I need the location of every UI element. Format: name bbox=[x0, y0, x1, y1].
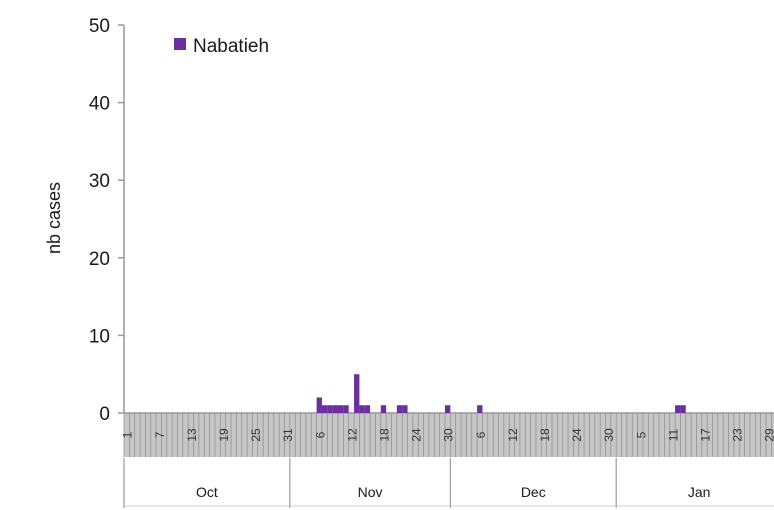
month-axis: Oct Nov Dec Jan bbox=[123, 458, 774, 508]
bar bbox=[364, 405, 371, 413]
x-tick-label: 5 bbox=[634, 431, 648, 438]
x-tick-label: 30 bbox=[602, 428, 616, 442]
bar bbox=[332, 405, 338, 413]
y-tick-label: 40 bbox=[89, 94, 110, 115]
y-tick-label: 50 bbox=[89, 16, 110, 37]
x-tick-label: 6 bbox=[474, 431, 488, 438]
x-tick-label: 29 bbox=[763, 428, 774, 442]
bar bbox=[359, 405, 365, 413]
x-tick-label: 25 bbox=[249, 428, 263, 442]
x-axis: 1 7 13 19 25 31 6 12 18 24 30 6 12 18 24 30 5 11 17 23 29 bbox=[121, 428, 774, 442]
bar bbox=[396, 405, 403, 413]
y-axis-label: nb cases bbox=[44, 182, 64, 254]
x-tick-label: 23 bbox=[731, 428, 745, 442]
y-tick-label: 30 bbox=[89, 171, 110, 192]
y-axis: 0 10 20 30 40 50 bbox=[89, 16, 125, 425]
x-tick-label: 13 bbox=[185, 428, 199, 442]
y-tick-label: 0 bbox=[99, 404, 110, 425]
bar bbox=[445, 405, 451, 413]
bar bbox=[680, 405, 686, 413]
bar bbox=[675, 405, 681, 413]
x-tick-label: 24 bbox=[570, 428, 584, 442]
x-tick-label: 31 bbox=[281, 428, 295, 442]
y-tick-label: 10 bbox=[89, 326, 110, 347]
legend: Nabatieh bbox=[174, 36, 269, 57]
x-tick-label: 6 bbox=[313, 431, 327, 438]
legend-label-nabatieh: Nabatieh bbox=[193, 36, 269, 57]
x-tick-label: 7 bbox=[153, 431, 167, 438]
legend-swatch-nabatieh bbox=[174, 38, 186, 50]
month-label: Dec bbox=[521, 484, 546, 500]
bar bbox=[338, 405, 344, 413]
x-tick-label: 30 bbox=[442, 428, 456, 442]
x-tick-label: 12 bbox=[345, 428, 359, 442]
x-tick-label: 19 bbox=[217, 428, 231, 442]
month-label: Nov bbox=[358, 484, 383, 500]
bar bbox=[402, 405, 408, 413]
bar bbox=[343, 405, 349, 413]
month-label: Jan bbox=[688, 484, 711, 500]
bar bbox=[321, 405, 328, 413]
bar bbox=[316, 397, 322, 413]
x-tick-label: 1 bbox=[121, 431, 135, 438]
month-label: Oct bbox=[196, 484, 218, 500]
x-tick-label: 24 bbox=[410, 428, 424, 442]
bar bbox=[380, 405, 387, 413]
x-tick-label: 12 bbox=[506, 428, 520, 442]
x-tick-label: 18 bbox=[377, 428, 391, 442]
y-tick-label: 20 bbox=[89, 249, 110, 270]
x-tick-label: 18 bbox=[538, 428, 552, 442]
bar bbox=[354, 374, 360, 413]
x-tick-label: 17 bbox=[698, 428, 712, 442]
bars bbox=[316, 374, 686, 413]
x-band-bg bbox=[124, 413, 774, 457]
bar bbox=[327, 405, 333, 413]
bar bbox=[477, 405, 483, 413]
x-tick-label: 11 bbox=[666, 428, 680, 441]
